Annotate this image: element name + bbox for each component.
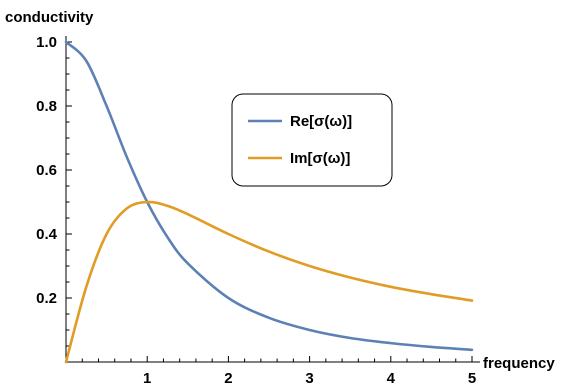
legend-label: Im[σ(ω)] [290, 150, 350, 167]
axes: 1 2 3 4 5 0.2 0.4 0.6 0.8 1.0 [36, 34, 480, 385]
x-tick-label: 2 [224, 370, 232, 385]
legend: Re[σ(ω)] Im[σ(ω)] [231, 93, 393, 187]
y-axis-title: conductivity [5, 9, 94, 26]
y-tick-label: 1.0 [36, 34, 57, 51]
y-tick-label: 0.8 [36, 98, 57, 115]
x-tick-label: 5 [468, 370, 476, 385]
legend-label: Re[σ(ω)] [290, 113, 352, 130]
x-tick-label: 4 [387, 370, 396, 385]
x-tick-label: 3 [305, 370, 313, 385]
y-tick-label: 0.2 [36, 290, 57, 307]
series-layer [64, 40, 474, 364]
x-tick-label: 1 [143, 370, 151, 385]
x-axis-title: frequency [483, 355, 555, 372]
y-tick-label: 0.6 [36, 162, 57, 179]
series-line-re-sigma [64, 40, 474, 352]
y-tick-label: 0.4 [36, 226, 58, 243]
legend-box [231, 93, 393, 187]
series-line-im-sigma [64, 200, 474, 364]
